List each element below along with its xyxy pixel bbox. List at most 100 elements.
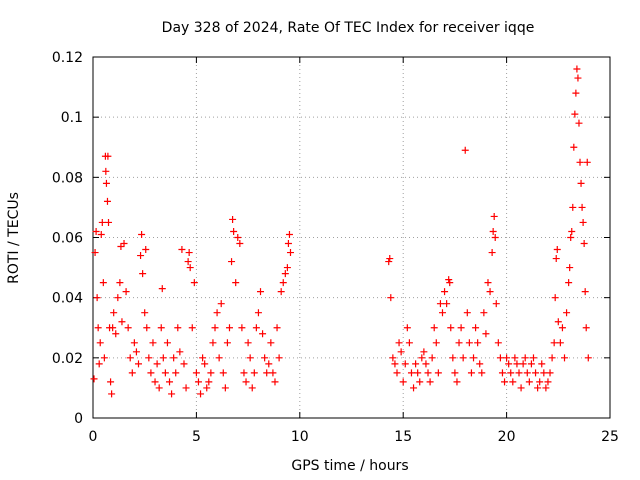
data-point — [98, 218, 106, 226]
data-point — [412, 360, 420, 368]
data-point — [391, 360, 399, 368]
data-point — [246, 354, 254, 362]
data-point — [184, 258, 192, 266]
data-point — [563, 309, 571, 317]
data-point — [428, 354, 436, 362]
data-point — [267, 339, 275, 347]
data-point — [445, 276, 453, 284]
data-point — [534, 384, 542, 392]
data-point — [490, 212, 498, 220]
data-point — [399, 378, 407, 386]
data-point — [250, 369, 258, 377]
data-point — [201, 360, 209, 368]
data-point — [509, 378, 517, 386]
y-tick-label: 0.04 — [52, 291, 83, 307]
data-point — [527, 360, 535, 368]
data-point — [525, 378, 533, 386]
data-point — [505, 360, 513, 368]
data-point — [548, 354, 556, 362]
data-point — [455, 339, 463, 347]
data-point — [188, 324, 196, 332]
data-point — [275, 354, 283, 362]
data-point — [507, 369, 515, 377]
data-point — [513, 360, 521, 368]
data-point — [581, 288, 589, 296]
data-point — [180, 360, 188, 368]
data-point — [197, 390, 205, 398]
x-tick-label: 10 — [291, 429, 309, 445]
data-point — [503, 354, 511, 362]
data-point — [463, 309, 471, 317]
data-point — [230, 227, 238, 235]
data-point — [142, 246, 150, 254]
data-point — [178, 246, 186, 254]
data-point — [470, 354, 478, 362]
data-point — [205, 378, 213, 386]
data-point — [283, 264, 291, 272]
data-point — [488, 249, 496, 257]
data-point — [234, 234, 242, 241]
data-point — [572, 89, 580, 97]
data-point — [492, 300, 500, 308]
data-point — [277, 288, 285, 296]
axis-ticks: 0 5 10 15 20 25 0 0.02 0.04 0.06 0.08 0.1 0.12 — [52, 50, 619, 445]
data-point — [269, 369, 277, 377]
y-tick-label: 0.06 — [52, 231, 83, 247]
data-point — [238, 324, 246, 332]
data-point — [244, 339, 252, 347]
data-point — [145, 354, 153, 362]
data-point — [182, 384, 190, 392]
data-point — [109, 324, 117, 332]
x-axis-label: GPS time / hours — [291, 458, 408, 474]
x-tick-label: 15 — [394, 429, 412, 445]
data-point — [122, 288, 130, 296]
data-point — [102, 167, 110, 175]
data-point — [414, 369, 422, 377]
data-point — [407, 369, 415, 377]
x-tick-label: 0 — [89, 429, 98, 445]
data-point — [116, 279, 124, 287]
data-point — [515, 369, 523, 377]
data-point — [215, 354, 223, 362]
data-point — [446, 279, 454, 287]
data-point — [405, 339, 413, 347]
data-point — [494, 339, 502, 347]
data-point — [124, 324, 132, 332]
data-point — [141, 309, 149, 317]
data-point — [501, 378, 509, 386]
data-point — [186, 264, 194, 272]
data-point — [281, 270, 289, 278]
data-point — [265, 360, 273, 368]
data-point — [489, 227, 497, 235]
data-point — [120, 240, 128, 248]
data-point — [426, 378, 434, 386]
data-point — [94, 324, 102, 332]
y-tick-label: 0.02 — [52, 351, 83, 367]
data-point — [451, 369, 459, 377]
data-point — [434, 369, 442, 377]
data-point — [114, 294, 122, 302]
data-point — [118, 318, 126, 326]
data-point — [185, 249, 193, 257]
data-point — [134, 360, 142, 368]
data-point — [523, 369, 531, 377]
data-point — [387, 294, 395, 302]
data-point — [108, 390, 116, 398]
y-tick-label: 0.08 — [52, 170, 83, 186]
data-point — [554, 318, 562, 326]
data-point — [217, 300, 225, 308]
data-point — [573, 65, 581, 73]
data-point — [517, 384, 525, 392]
data-point — [163, 339, 171, 347]
y-axis-label: ROTI / TECUs — [6, 192, 22, 284]
data-point — [161, 369, 169, 377]
data-point — [538, 360, 546, 368]
data-point — [166, 378, 174, 386]
data-point — [565, 279, 573, 287]
data-point — [432, 339, 440, 347]
data-point — [584, 354, 592, 362]
data-point — [149, 339, 157, 347]
data-point — [96, 339, 104, 347]
data-point — [271, 378, 279, 386]
data-point — [254, 309, 262, 317]
